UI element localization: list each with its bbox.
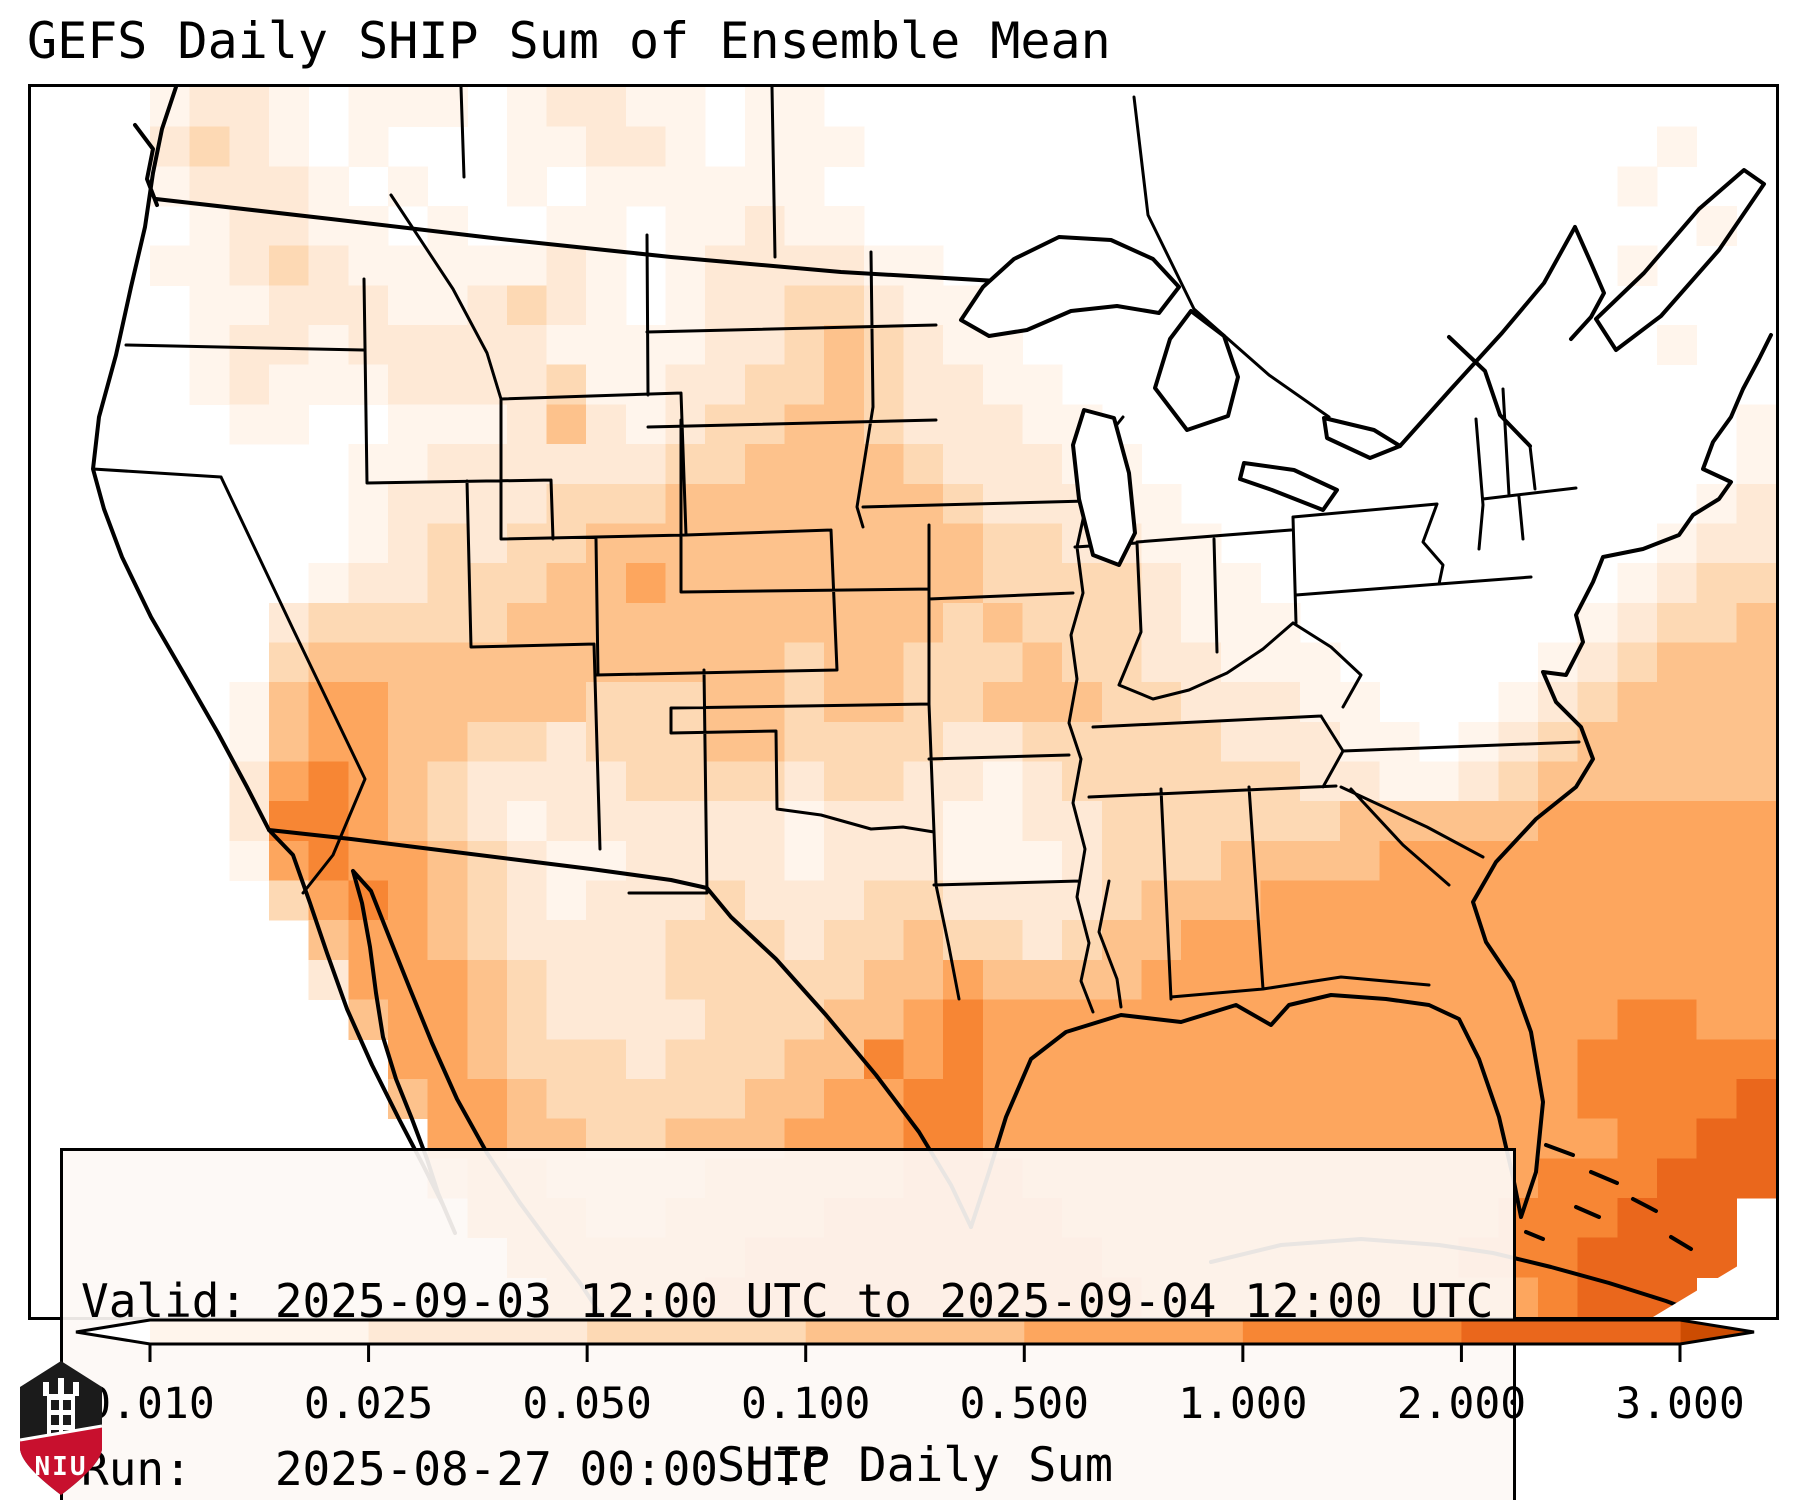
colorbar-tick-label: 3.000 [1615, 1379, 1744, 1429]
colorbar: 0.010 0.025 0.050 0.100 0.500 1.000 2.000 3.000 [75, 1318, 1755, 1429]
niu-logo: NIU [19, 1361, 103, 1495]
colorbar-over-arrow [1680, 1320, 1754, 1344]
mexico-border [267, 828, 973, 1229]
colorbar-tick-label: 2.000 [1397, 1379, 1526, 1429]
page-title: GEFS Daily SHIP Sum of Ensemble Mean [27, 12, 1111, 70]
province-borders [459, 87, 1331, 419]
logo-band-separator [19, 1424, 103, 1442]
lake-huron [1153, 309, 1240, 432]
lake-superior [959, 235, 1181, 338]
logo-red-band [20, 1426, 102, 1495]
colorbar-tick-label: 0.050 [522, 1379, 651, 1429]
colorbar-segment [1024, 1320, 1244, 1344]
colorbar-label: SHIP Daily Sum [716, 1438, 1114, 1493]
colorbar-tick-label: 0.010 [85, 1379, 214, 1429]
logo-text: NIU [35, 1452, 88, 1482]
state-borders [91, 193, 1581, 1014]
colorbar-under-arrow [76, 1320, 150, 1344]
map-frame [28, 84, 1779, 1320]
colorbar-tick-label: 0.100 [741, 1379, 870, 1429]
ship-heatmap-layer [149, 87, 1776, 1317]
colorbar-segment [587, 1320, 807, 1344]
nova-scotia-outline [1594, 168, 1766, 352]
colorbar-segment [368, 1320, 588, 1344]
colorbar-segment [150, 1320, 370, 1344]
colorbar-tick-label: 1.000 [1178, 1379, 1307, 1429]
colorbar-tick-label: 0.500 [960, 1379, 1089, 1429]
lake-erie [1238, 461, 1339, 512]
lake-ontario [1322, 416, 1402, 460]
map-svg [91, 87, 1776, 1317]
colorbar-tick-label: 0.025 [304, 1379, 433, 1429]
colorbar-segment [1461, 1320, 1681, 1344]
colorbar-segment [1242, 1320, 1463, 1344]
lake-michigan [1071, 408, 1137, 567]
domain-edge-wedge [1653, 1243, 1776, 1317]
colorbar-segment [805, 1320, 1025, 1344]
run-time-text: Run: 2025-08-27 00:00 UTC [81, 1442, 829, 1496]
great-lakes [959, 235, 1402, 567]
